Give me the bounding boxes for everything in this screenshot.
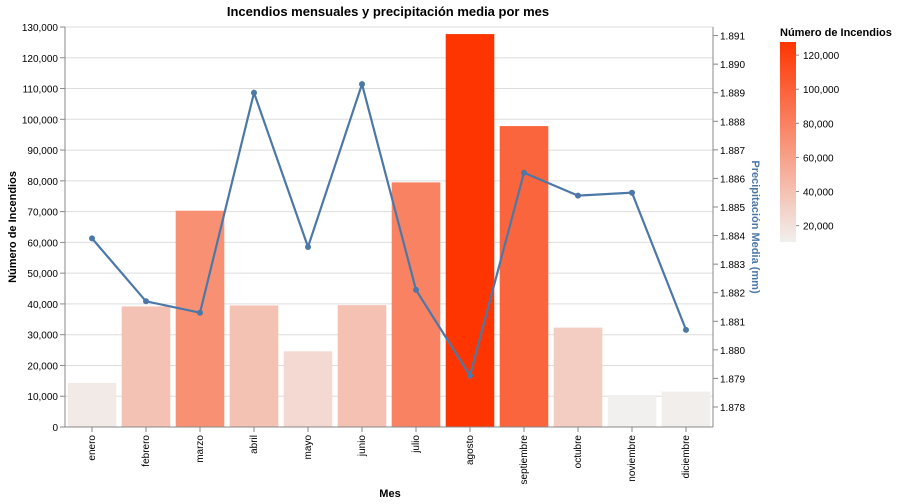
- axes: 0 10,000 20,000 30,000 40,000 50,000 60,000 70,…: [22, 23, 746, 484]
- y2-tick-label: 1.887: [720, 146, 745, 157]
- x-tick-label: diciembre: [681, 435, 692, 479]
- precip-point-julio: [413, 286, 419, 293]
- bar-junio: [337, 305, 387, 427]
- y-tick-label: 20,000: [27, 361, 58, 372]
- y2-tick-label: 1.886: [720, 174, 745, 185]
- y-tick-label: 0: [52, 423, 58, 434]
- bar-noviembre: [607, 395, 657, 427]
- precip-point-noviembre: [629, 189, 635, 196]
- precip-line: [91, 80, 688, 379]
- bar-octubre: [553, 327, 603, 427]
- y2-tick-label: 1.890: [720, 60, 745, 71]
- precip-point-mayo: [305, 244, 311, 250]
- bar-julio: [391, 182, 441, 427]
- y2-tick-label: 1.885: [720, 203, 745, 214]
- x-tick-label: mayo: [303, 435, 314, 460]
- bar-diciembre: [661, 391, 711, 427]
- x-tick-label: noviembre: [627, 435, 638, 482]
- y2-tick-label: 1.883: [720, 260, 745, 271]
- y-tick-label: 60,000: [27, 238, 58, 249]
- legend-label: 60,000: [803, 153, 834, 164]
- legend-title: Número de Incendios: [780, 27, 892, 39]
- precip-point-junio: [359, 81, 365, 88]
- chart-title: Incendios mensuales y precipitación medi…: [227, 4, 549, 19]
- x-tick-label: abril: [249, 435, 260, 454]
- legend-color-bar: [780, 42, 796, 242]
- y-tick-label: 80,000: [27, 177, 58, 188]
- bar-series: [67, 34, 711, 428]
- y2-tick-label: 1.878: [720, 403, 745, 414]
- gridlines: [65, 26, 713, 428]
- x-tick-label: octubre: [573, 435, 584, 469]
- bar-abril: [229, 305, 279, 427]
- y-tick-label: 70,000: [27, 208, 58, 219]
- bar-febrero: [121, 306, 171, 427]
- precip-point-octubre: [575, 192, 581, 199]
- precip-point-enero: [89, 235, 95, 242]
- x-axis-title: Mes: [379, 488, 400, 500]
- y-tick-label: 130,000: [22, 23, 59, 34]
- y2-tick-label: 1.889: [720, 89, 745, 100]
- y2-tick-label: 1.879: [720, 374, 745, 385]
- y2-axis-title: Precipitación Media (mm): [749, 160, 761, 294]
- line-series: [89, 80, 689, 379]
- bar-agosto: [445, 34, 495, 427]
- x-tick-label: septiembre: [519, 435, 530, 485]
- x-tick-label: agosto: [465, 435, 476, 465]
- color-legend: Número de Incendios 120,000 100,000 80,000…: [780, 27, 892, 242]
- y2-tick-label: 1.880: [720, 346, 745, 357]
- y-tick-label: 100,000: [22, 115, 59, 126]
- legend-label: 120,000: [803, 51, 840, 62]
- legend-label: 80,000: [803, 119, 834, 130]
- y2-tick-label: 1.891: [720, 32, 745, 43]
- y2-tick-label: 1.881: [720, 317, 745, 328]
- y-axis-title: Número de Incendios: [7, 171, 19, 283]
- y-tick-label: 120,000: [22, 54, 59, 65]
- y2-tick-label: 1.884: [720, 232, 745, 243]
- legend-label: 40,000: [803, 188, 834, 199]
- x-tick-label: febrero: [141, 435, 152, 467]
- precip-point-diciembre: [683, 326, 689, 333]
- legend-label: 20,000: [803, 222, 834, 233]
- precip-point-agosto: [467, 372, 473, 379]
- y-tick-label: 110,000: [23, 85, 59, 96]
- precip-point-marzo: [197, 309, 203, 316]
- y-tick-label: 90,000: [27, 146, 58, 157]
- precip-point-abril: [251, 89, 257, 96]
- y-tick-label: 40,000: [27, 300, 58, 311]
- precip-point-febrero: [143, 298, 149, 305]
- y-tick-label: 10,000: [27, 392, 58, 403]
- bar-mayo: [283, 351, 333, 427]
- y-tick-label: 50,000: [27, 269, 58, 280]
- x-tick-label: enero: [87, 435, 98, 461]
- precip-point-septiembre: [521, 169, 527, 176]
- x-tick-label: junio: [357, 435, 368, 458]
- x-tick-label: marzo: [195, 435, 206, 463]
- y2-tick-label: 1.888: [720, 117, 745, 128]
- bar-enero: [67, 383, 117, 427]
- y-tick-label: 30,000: [27, 331, 58, 342]
- y2-tick-label: 1.882: [720, 289, 745, 300]
- legend-label: 100,000: [803, 85, 840, 96]
- x-tick-label: julio: [411, 435, 422, 454]
